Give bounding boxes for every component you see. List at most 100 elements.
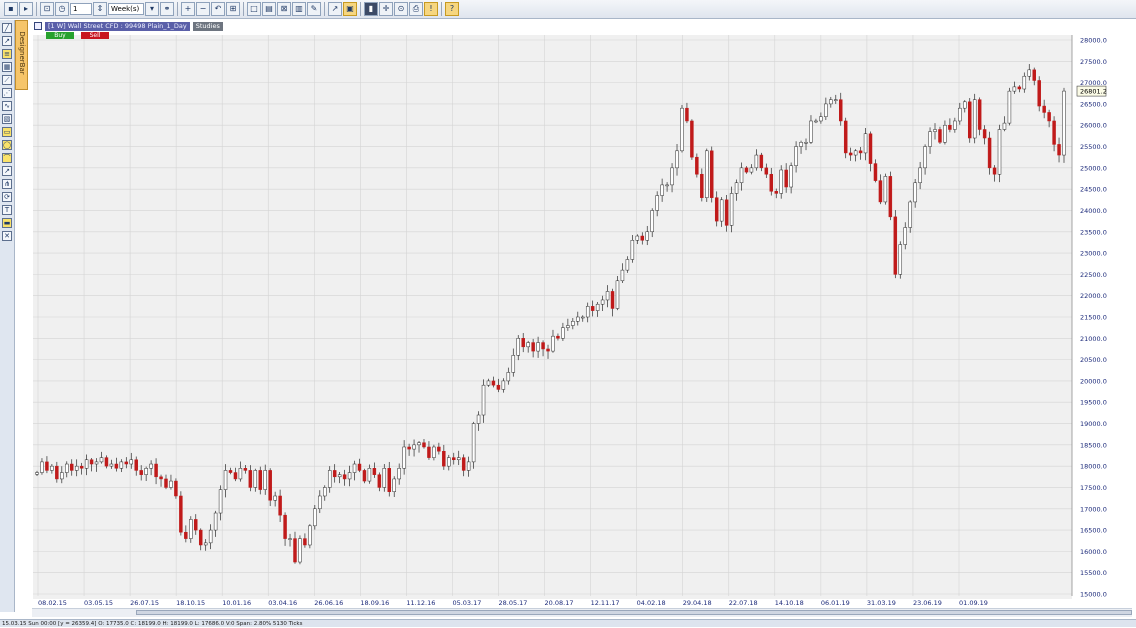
- candle-body: [690, 120, 694, 158]
- pitchfork-tool-icon[interactable]: ⋔: [2, 179, 12, 189]
- candle-body: [258, 470, 262, 490]
- gann-tool-icon[interactable]: ▧: [2, 114, 12, 124]
- new-window-icon[interactable]: □: [247, 2, 261, 16]
- candle-body: [660, 184, 664, 196]
- ellipse-tool-icon[interactable]: ◯: [2, 140, 12, 150]
- candle-body: [888, 176, 893, 218]
- candle-body: [566, 325, 570, 328]
- candle-body: [536, 342, 540, 352]
- candle-body: [1027, 69, 1032, 77]
- help-icon[interactable]: ?: [445, 2, 459, 16]
- channel-tool-icon[interactable]: ≡: [2, 49, 12, 59]
- y-tick-label: 20000.0: [1080, 377, 1107, 385]
- candle-body: [754, 154, 759, 169]
- draw-icon[interactable]: ↗: [328, 2, 342, 16]
- y-tick-label: 19000.0: [1080, 420, 1107, 428]
- undo-zoom-icon[interactable]: ↶: [211, 2, 225, 16]
- clock-icon[interactable]: ◷: [55, 2, 69, 16]
- cycle-tool-icon[interactable]: ⟳: [2, 192, 12, 202]
- x-tick-label: 28.05.17: [499, 599, 528, 607]
- candle-body: [40, 461, 44, 473]
- x-tick-label: 08.02.15: [38, 599, 67, 607]
- ray-tool-icon[interactable]: ↗: [2, 36, 12, 46]
- candle-body: [313, 508, 317, 527]
- candle-body: [352, 463, 357, 473]
- candle-body: [432, 446, 436, 458]
- period-unit-select[interactable]: Week(s): [108, 3, 144, 15]
- y-tick-label: 24500.0: [1080, 186, 1107, 194]
- rectangle-tool-icon[interactable]: ▭: [2, 127, 12, 137]
- x-tick-label: 12.11.17: [591, 599, 620, 607]
- candle-body: [154, 463, 158, 478]
- period-value-input[interactable]: 1: [70, 3, 92, 15]
- screenshot-icon[interactable]: ⊙: [394, 2, 408, 16]
- candle-body: [561, 327, 565, 339]
- save-icon[interactable]: ▪: [4, 2, 18, 16]
- candle-body: [1047, 112, 1051, 122]
- x-tick-label: 06.01.19: [821, 599, 850, 607]
- candle-body: [958, 107, 962, 122]
- label-tool-icon[interactable]: ▬: [2, 218, 12, 228]
- x-tick-label: 10.01.16: [222, 599, 251, 607]
- candle-body: [665, 184, 669, 187]
- trend-tool-icon[interactable]: ⟋: [2, 75, 12, 85]
- line-tool-icon[interactable]: ╱: [2, 23, 12, 33]
- split-icon[interactable]: ▥: [292, 2, 306, 16]
- candle-body: [710, 150, 714, 198]
- candle-body: [526, 342, 530, 348]
- candle-body: [422, 442, 426, 448]
- arc-tool-icon[interactable]: ⌒: [2, 153, 12, 163]
- candle-body: [476, 414, 481, 424]
- candle-body: [55, 465, 59, 480]
- layout-icon[interactable]: ▤: [262, 2, 276, 16]
- candle-body: [139, 470, 143, 475]
- open-folder-icon[interactable]: ▸: [19, 2, 33, 16]
- fit-icon[interactable]: ⊞: [226, 2, 240, 16]
- candle-body: [174, 480, 178, 497]
- chart-type-icon[interactable]: ⊡: [40, 2, 54, 16]
- properties-icon[interactable]: ✎: [307, 2, 321, 16]
- alert-icon[interactable]: !: [424, 2, 438, 16]
- window-menu-icon[interactable]: [34, 22, 42, 30]
- column-icon[interactable]: ▮: [364, 2, 378, 16]
- period-spinner-icon[interactable]: ⇕: [93, 2, 107, 16]
- y-tick-label: 18500.0: [1080, 441, 1107, 449]
- candle-body: [79, 465, 84, 469]
- zoom-out-icon[interactable]: −: [196, 2, 210, 16]
- arrow-tool-icon[interactable]: ↗: [2, 166, 12, 176]
- crosshair-icon[interactable]: ✛: [379, 2, 393, 16]
- grid-icon[interactable]: ⊠: [277, 2, 291, 16]
- link-icon[interactable]: ⚭: [160, 2, 174, 16]
- candle-body: [759, 154, 764, 169]
- candle-body: [903, 227, 907, 245]
- candle-body: [243, 468, 248, 471]
- delete-tool-icon[interactable]: ✕: [2, 231, 12, 241]
- zoom-in-icon[interactable]: +: [181, 2, 195, 16]
- fib-tool-icon[interactable]: ▦: [2, 62, 12, 72]
- candle-body: [94, 461, 99, 465]
- wave-tool-icon[interactable]: ∿: [2, 101, 12, 111]
- print-icon[interactable]: ⎙: [409, 2, 423, 16]
- designer-bar-tab[interactable]: DesignerBar: [15, 20, 28, 90]
- candle-body: [734, 182, 739, 194]
- scrollbar-thumb[interactable]: [136, 610, 1132, 615]
- candle-body: [89, 459, 94, 465]
- x-tick-label: 18.10.15: [176, 599, 205, 607]
- instrument-title[interactable]: [1 W] Wall Street CFD : 99498 Plain_1_Da…: [45, 21, 190, 31]
- main-toolbar: ▪ ▸ ⊡ ◷ 1 ⇕ Week(s) ▾ ⚭ + − ↶ ⊞ □ ▤ ⊠ ▥ …: [0, 0, 1136, 19]
- x-tick-label: 01.09.19: [959, 599, 988, 607]
- candle-body: [967, 101, 972, 139]
- sell-button[interactable]: Sell: [81, 32, 109, 39]
- buy-button[interactable]: Buy: [46, 32, 74, 39]
- fan-tool-icon[interactable]: ⋰: [2, 88, 12, 98]
- candle-body: [700, 173, 704, 198]
- dropdown-arrow-icon[interactable]: ▾: [145, 2, 159, 16]
- candle-body: [521, 338, 525, 348]
- candle-body: [685, 107, 689, 122]
- candle-body: [829, 99, 833, 105]
- studies-icon[interactable]: ▣: [343, 2, 357, 16]
- horizontal-scrollbar[interactable]: [32, 608, 1132, 617]
- studies-button[interactable]: Studies: [192, 21, 223, 31]
- text-tool-icon[interactable]: T: [2, 205, 12, 215]
